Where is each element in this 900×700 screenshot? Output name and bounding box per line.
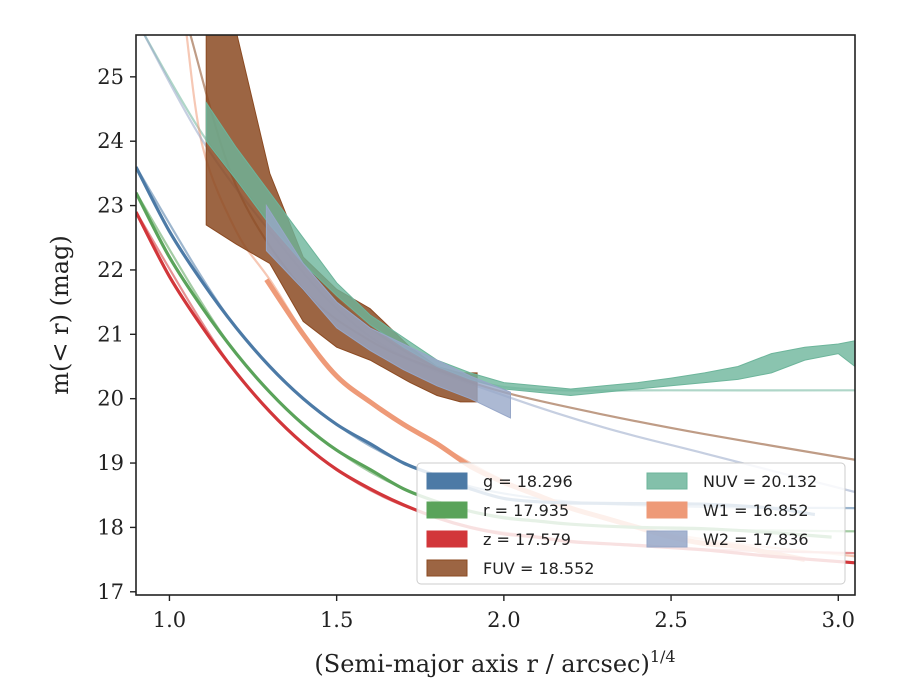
legend-label-w1: W1 = 16.852 bbox=[703, 501, 809, 520]
legend: g = 18.296 r = 17.935 z = 17.579 FUV = 18.5… bbox=[416, 462, 846, 585]
legend-label-nuv: NUV = 20.132 bbox=[703, 472, 817, 491]
y-tick-label: 24 bbox=[97, 129, 124, 153]
y-tick-label: 17 bbox=[97, 580, 124, 604]
legend-label-g: g = 18.296 bbox=[483, 472, 573, 491]
legend-label-fuv: FUV = 18.552 bbox=[483, 559, 594, 578]
y-tick-label: 18 bbox=[97, 515, 124, 539]
legend-swatch-g bbox=[426, 472, 468, 490]
x-tick-label: 2.0 bbox=[487, 608, 520, 632]
x-tick-label: 3.0 bbox=[822, 608, 855, 632]
y-tick-label: 23 bbox=[97, 194, 124, 218]
band-w2 bbox=[265, 203, 511, 419]
legend-label-z: z = 17.579 bbox=[483, 530, 571, 549]
legend-box bbox=[416, 462, 846, 585]
legend-swatch-fuv bbox=[426, 559, 468, 577]
legend-swatch-z bbox=[426, 530, 468, 548]
y-tick-label: 25 bbox=[97, 65, 124, 89]
y-tick-label: 21 bbox=[97, 322, 124, 346]
legend-swatch-r bbox=[426, 501, 468, 519]
x-axis-title: (Semi-major axis r / arcsec)1/4 bbox=[314, 647, 675, 678]
y-tick-label: 20 bbox=[97, 387, 124, 411]
legend-swatch-w1 bbox=[646, 501, 688, 519]
x-tick-label: 1.0 bbox=[153, 608, 186, 632]
x-tick-label: 1.5 bbox=[320, 608, 353, 632]
x-axis: 1.0 1.5 2.0 2.5 3.0 bbox=[153, 595, 855, 632]
plot-frame bbox=[135, 34, 856, 596]
y-tick-label: 22 bbox=[97, 258, 124, 282]
y-tick-label: 19 bbox=[97, 451, 124, 475]
legend-swatch-w2 bbox=[646, 530, 688, 548]
legend-label-w2: W2 = 17.836 bbox=[703, 530, 809, 549]
band-nuv bbox=[205, 100, 855, 397]
x-tick-label: 2.5 bbox=[654, 608, 687, 632]
legend-swatch-nuv bbox=[646, 472, 688, 490]
band-fuv bbox=[205, 35, 478, 403]
legend-label-r: r = 17.935 bbox=[483, 501, 569, 520]
y-axis: 17 18 19 20 21 22 23 24 25 bbox=[97, 65, 136, 604]
y-axis-title: m(< r) (mag) bbox=[46, 235, 74, 394]
